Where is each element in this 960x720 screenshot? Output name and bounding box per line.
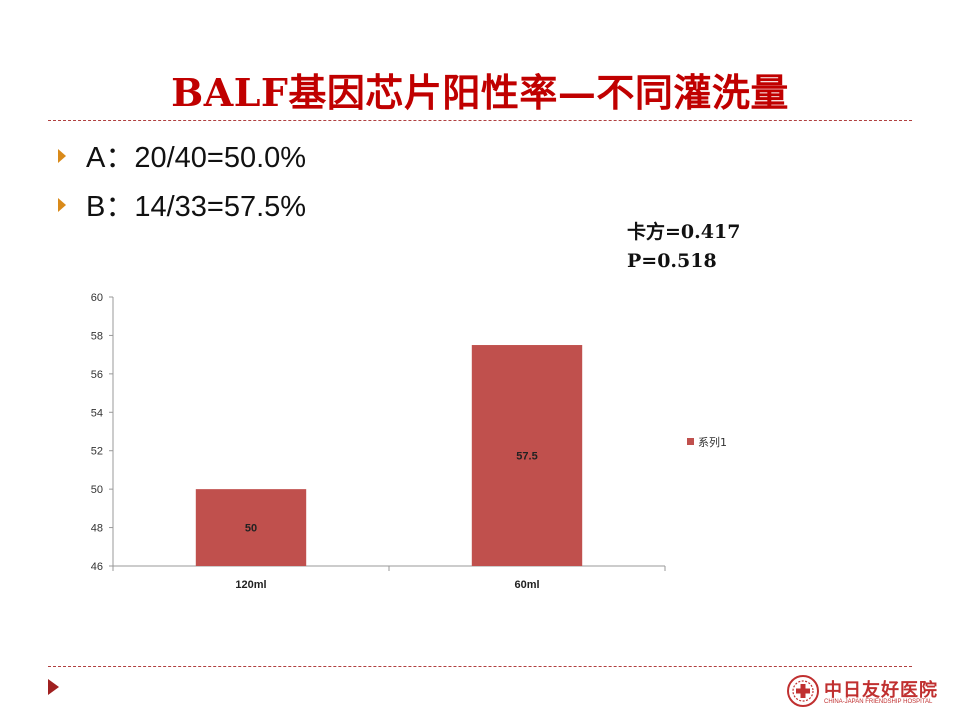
legend-label: 系列1	[698, 435, 727, 449]
hospital-name-cn: 中日友好医院	[824, 680, 938, 701]
chi-square-text: 卡方=0.417	[627, 221, 741, 243]
y-tick-label: 56	[91, 369, 103, 381]
bullet-arrow-icon	[58, 149, 66, 164]
hospital-emblem-icon	[787, 675, 819, 707]
y-tick-label: 48	[91, 523, 103, 535]
nav-arrow-icon[interactable]	[48, 679, 59, 695]
y-tick-label: 60	[91, 292, 103, 304]
y-tick-label: 46	[91, 561, 103, 573]
y-tick-label: 58	[91, 330, 103, 342]
x-tick-label: 60ml	[514, 579, 539, 591]
bar-60ml	[471, 345, 583, 566]
y-tick-label: 50	[91, 484, 103, 496]
legend-swatch	[687, 438, 694, 445]
bar-120ml	[195, 489, 307, 566]
bullet-arrow-icon	[58, 198, 66, 213]
slide-title: BALF基因芯片阳性率—不同灌洗量	[171, 70, 789, 115]
data-label: 57.5	[516, 451, 537, 463]
data-label: 50	[245, 523, 257, 535]
y-tick-label: 52	[91, 446, 103, 458]
y-tick-label: 54	[91, 407, 103, 419]
stats-box: 卡方=0.417 P=0.518	[627, 218, 740, 276]
x-tick-label: 120ml	[235, 579, 266, 591]
bullet-b-text: B：14/33=57.5%	[86, 191, 307, 223]
bullet-a: A：20/40=50.0%	[58, 134, 306, 176]
bullet-a-text: A：20/40=50.0%	[86, 142, 307, 174]
top-divider	[48, 120, 912, 121]
p-value-text: P=0.518	[627, 250, 717, 272]
bullet-b: B：14/33=57.5%	[58, 183, 306, 225]
hospital-name-en: CHINA-JAPAN FRIENDSHIP HOSPITAL	[824, 699, 933, 705]
bottom-divider	[48, 666, 912, 667]
